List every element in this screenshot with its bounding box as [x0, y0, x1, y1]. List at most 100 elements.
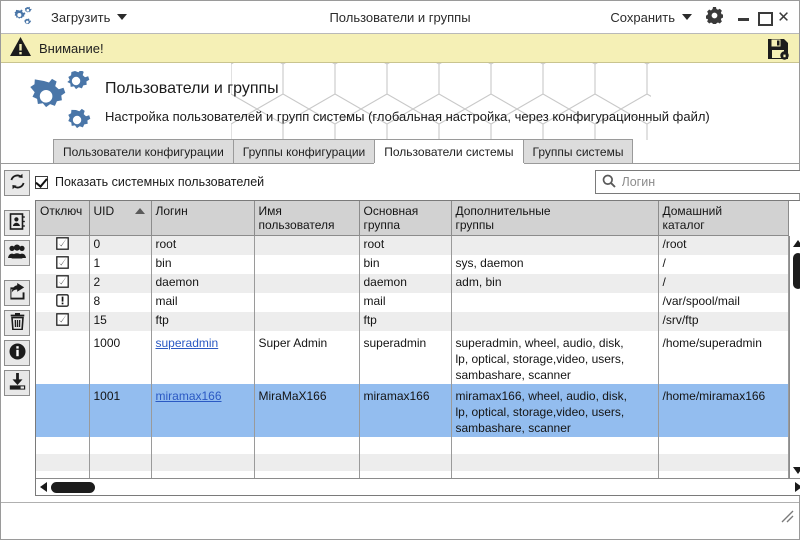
cell-uid: 0	[89, 235, 152, 255]
table-column-header[interactable]: Дополнительные группы	[451, 201, 659, 236]
checkbox-checked-icon[interactable]	[55, 275, 69, 291]
resize-grip-icon[interactable]	[781, 510, 794, 526]
cell-extra-groups: adm, bin	[451, 274, 659, 293]
cell-primary-group: superadmin	[359, 331, 452, 384]
users-table: Отключ UID Логин Имя пользователя Основная г…	[36, 201, 789, 478]
add-group-button[interactable]	[4, 240, 30, 266]
tab-3[interactable]: Группы системы	[522, 139, 634, 163]
table-column-header[interactable]: Домашний каталог	[658, 201, 789, 236]
cell-uid-text: 1	[93, 256, 101, 270]
user-login-link[interactable]: miramax166	[155, 389, 222, 403]
checkbox-checked-icon[interactable]	[55, 313, 69, 329]
checkbox-checked-icon[interactable]	[55, 256, 69, 272]
cell-login: miramax166	[151, 384, 255, 437]
title-bar: Загрузить Пользователи и группы Сохранит…	[1, 1, 799, 34]
save-menu-button[interactable]: Сохранить	[610, 10, 692, 25]
empty-cell	[658, 454, 789, 471]
row-disabled-cell[interactable]	[36, 235, 90, 255]
table-empty-row	[36, 454, 789, 471]
empty-cell	[151, 437, 255, 454]
maximize-icon[interactable]	[757, 11, 773, 26]
cell-fullname	[254, 255, 360, 274]
cell-primary-group: daemon	[359, 274, 452, 293]
row-disabled-cell[interactable]	[36, 274, 90, 293]
table-empty-row	[36, 471, 789, 478]
cell-home-dir: /home/superadmin	[658, 331, 789, 384]
delete-button[interactable]	[4, 310, 30, 336]
horizontal-scrollbar-thumb[interactable]	[51, 481, 95, 493]
table-column-header-label: UID	[93, 204, 115, 218]
cell-home-dir-text: /	[662, 275, 666, 289]
cell-extra-groups-text: miramax166, wheel, audio, disk, lp, opti…	[455, 389, 627, 435]
cell-primary-group: ftp	[359, 312, 452, 331]
vertical-scrollbar-thumb[interactable]	[792, 253, 800, 289]
table-column-header[interactable]: Основная группа	[359, 201, 452, 236]
table-column-header[interactable]: Отключ	[36, 201, 90, 236]
sort-ascending-icon	[134, 208, 145, 214]
cell-primary-group-text: ftp	[363, 313, 377, 327]
table-row[interactable]: 1 bin bin sys, daemon /	[36, 255, 789, 274]
table-column-header-label: Основная группа	[363, 204, 419, 232]
empty-cell	[359, 437, 452, 454]
table-column-header[interactable]: Логин	[151, 201, 255, 236]
save-locked-icon[interactable]	[767, 38, 789, 63]
table-column-header-label: Дополнительные группы	[455, 204, 551, 232]
table-column-header[interactable]: UID	[89, 201, 152, 236]
empty-cell	[151, 471, 255, 478]
empty-cell	[658, 471, 789, 478]
cell-primary-group: bin	[359, 255, 452, 274]
cell-fullname	[254, 274, 360, 293]
table-column-header[interactable]: Имя пользователя	[254, 201, 360, 236]
import-button[interactable]	[4, 370, 30, 396]
scroll-right-icon[interactable]	[794, 482, 800, 492]
checkbox-checked-icon[interactable]	[55, 237, 69, 253]
tab-0[interactable]: Пользователи конфигурации	[53, 139, 234, 163]
scroll-left-icon[interactable]	[40, 482, 47, 492]
row-disabled-cell[interactable]	[36, 384, 90, 437]
cell-fullname-text: Super Admin	[258, 336, 328, 350]
cell-home-dir: /	[658, 255, 789, 274]
tab-1[interactable]: Группы конфигурации	[232, 139, 376, 163]
show-system-users-checkbox[interactable]: Показать системных пользователей	[35, 175, 264, 189]
refresh-button[interactable]	[4, 170, 30, 196]
export-button[interactable]	[4, 280, 30, 306]
search-box[interactable]	[594, 170, 800, 194]
cell-extra-groups: superadmin, wheel, audio, disk, lp, opti…	[451, 331, 659, 384]
table-row[interactable]: 1000 superadmin Super Admin superadmin super…	[36, 331, 789, 384]
share-export-icon	[9, 283, 26, 303]
table-row[interactable]: 15 ftp ftp/srv/ftp	[36, 312, 789, 331]
close-icon[interactable]: ✕	[777, 8, 790, 26]
table-row[interactable]: 0 root root/root	[36, 235, 789, 255]
minimize-icon[interactable]	[737, 11, 750, 24]
tab-2[interactable]: Пользователи системы	[374, 139, 524, 163]
alert-box-icon[interactable]	[55, 294, 69, 310]
user-login-link[interactable]: superadmin	[155, 336, 219, 350]
horizontal-scrollbar[interactable]	[36, 478, 800, 495]
row-disabled-cell[interactable]	[36, 255, 90, 274]
cell-primary-group: miramax166	[359, 384, 452, 437]
users-table-container: Отключ UID Логин Имя пользователя Основная г…	[35, 200, 800, 496]
row-disabled-cell[interactable]	[36, 331, 90, 384]
table-row[interactable]: 1001 miramax166 MiraMaX166 miramax166 mirama…	[36, 384, 789, 437]
cell-home-dir-text: /var/spool/mail	[662, 294, 740, 308]
info-button[interactable]	[4, 340, 30, 366]
settings-gear-icon[interactable]	[706, 7, 724, 27]
empty-cell	[36, 437, 90, 454]
add-user-button[interactable]	[4, 210, 30, 236]
vertical-scrollbar[interactable]	[788, 236, 800, 478]
row-disabled-cell[interactable]	[36, 293, 90, 312]
row-disabled-cell[interactable]	[36, 312, 90, 331]
cell-home-dir: /	[658, 274, 789, 293]
cell-home-dir-text: /root	[662, 237, 687, 251]
cell-home-dir-text: /srv/ftp	[662, 313, 699, 327]
cell-fullname	[254, 235, 360, 255]
scroll-up-icon[interactable]	[789, 236, 800, 251]
search-input[interactable]	[621, 175, 800, 189]
load-menu-button[interactable]: Загрузить	[51, 10, 128, 25]
scroll-down-icon[interactable]	[789, 463, 800, 478]
empty-cell	[359, 454, 452, 471]
table-row[interactable]: 8 mail mail/var/spool/mail	[36, 293, 789, 312]
cell-uid: 1	[89, 255, 152, 274]
cell-fullname	[254, 312, 360, 331]
table-row[interactable]: 2 daemon daemon adm, bin /	[36, 274, 789, 293]
